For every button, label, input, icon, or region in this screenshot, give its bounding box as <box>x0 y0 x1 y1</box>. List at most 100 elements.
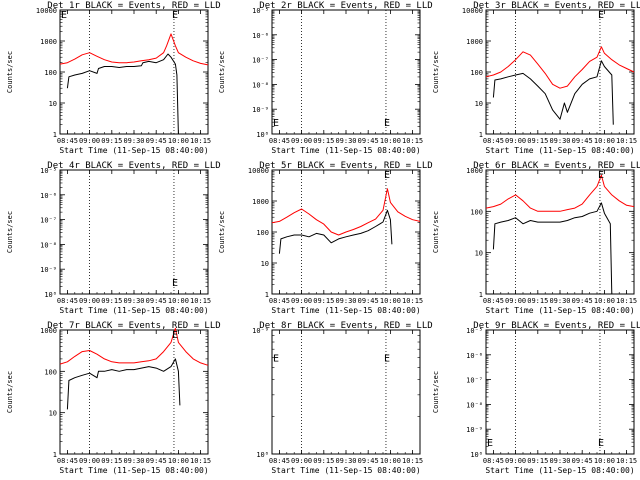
x-tick-label: 10:00 <box>380 457 401 465</box>
x-axis-label: Start Time (11-Sep-15 08:40:00) <box>59 466 208 475</box>
x-tick-label: 09:45 <box>146 297 167 305</box>
events-series-line <box>66 53 179 135</box>
x-axis-label: Start Time (11-Sep-15 08:40:00) <box>271 466 420 475</box>
x-tick-label: 09:45 <box>146 137 167 145</box>
y-tick-label: 10⁻⁶ <box>252 32 269 40</box>
y-tick-label: 10⁻⁵ <box>252 7 269 15</box>
y-tick-label: 10⁰ <box>44 291 57 299</box>
x-tick-label: 09:45 <box>572 457 593 465</box>
x-tick-label: 09:45 <box>358 457 379 465</box>
y-tick-label: 1000 <box>466 167 483 175</box>
y-tick-label: 10⁰ <box>256 451 269 459</box>
panel-det-5: Det 5r BLACK = Events, RED = LLD 08:45 09:… <box>218 161 433 315</box>
x-tick-label: 10:15 <box>402 297 423 305</box>
x-tick-label: 09:15 <box>313 297 334 305</box>
y-tick-label: 1 <box>53 131 57 139</box>
x-tick-label: 10:00 <box>168 137 189 145</box>
x-tick-label: 09:15 <box>101 457 122 465</box>
e-marker: E <box>598 438 604 449</box>
y-tick-label: 10⁻⁹ <box>252 327 269 335</box>
e-marker: E <box>487 438 493 449</box>
lld-series-line <box>485 174 635 212</box>
x-tick-label: 09:30 <box>549 137 570 145</box>
x-tick-label: 10:15 <box>616 137 637 145</box>
x-tick-label: 10:00 <box>380 137 401 145</box>
plot-frame <box>485 329 635 455</box>
y-tick-label: 10000 <box>462 7 483 15</box>
e-marker: E <box>384 118 390 129</box>
x-tick-label: 09:45 <box>572 137 593 145</box>
y-axis-label: Counts/sec <box>6 51 14 93</box>
x-tick-label: 09:30 <box>335 137 356 145</box>
x-tick-label: 09:30 <box>335 297 356 305</box>
x-tick-label: 09:45 <box>146 457 167 465</box>
x-tick-label: 10:15 <box>616 297 637 305</box>
y-tick-label: 1 <box>479 291 483 299</box>
x-tick-label: 08:45 <box>57 457 78 465</box>
x-tick-label: 10:15 <box>190 137 211 145</box>
y-tick-label: 1000 <box>466 38 483 46</box>
x-tick-label: 08:45 <box>57 297 78 305</box>
x-axis-label: Start Time (11-Sep-15 08:40:00) <box>59 146 208 155</box>
panel-title: Det 9r BLACK = Events, RED = LLD <box>473 321 640 331</box>
y-tick-label: 1 <box>53 451 57 459</box>
plot-frame <box>271 329 421 455</box>
x-tick-label: 08:45 <box>269 137 290 145</box>
y-tick-label: 1000 <box>252 198 269 206</box>
x-tick-label: 08:45 <box>483 137 504 145</box>
y-tick-label: 100 <box>44 69 57 77</box>
x-tick-label: 10:15 <box>402 457 423 465</box>
y-tick-label: 10 <box>49 410 57 418</box>
x-tick-label: 09:00 <box>505 457 526 465</box>
x-tick-label: 09:00 <box>79 457 100 465</box>
x-tick-label: 10:00 <box>594 457 615 465</box>
y-tick-label: 10⁻⁹ <box>466 426 483 434</box>
x-tick-label: 09:45 <box>572 297 593 305</box>
y-tick-label: 10⁻⁶ <box>40 192 57 200</box>
x-tick-label: 09:00 <box>291 137 312 145</box>
x-tick-label: 09:15 <box>527 137 548 145</box>
e-marker: E <box>384 170 390 181</box>
events-series-line <box>492 202 613 295</box>
x-tick-label: 08:45 <box>269 297 290 305</box>
lld-series-line <box>271 188 421 236</box>
e-marker: E <box>598 170 604 181</box>
y-tick-label: 10⁰ <box>470 451 483 459</box>
e-marker: E <box>598 10 604 21</box>
panel-title: Det 5r BLACK = Events, RED = LLD <box>259 161 432 171</box>
y-tick-label: 10 <box>261 260 269 268</box>
lld-series-line <box>59 33 209 66</box>
y-tick-label: 10⁻⁸ <box>466 401 483 409</box>
y-tick-label: 10000 <box>36 7 57 15</box>
x-tick-label: 08:45 <box>57 137 78 145</box>
events-series-line <box>492 60 614 125</box>
y-axis-label: Counts/sec <box>6 371 14 413</box>
x-tick-label: 09:15 <box>527 457 548 465</box>
x-tick-label: 08:45 <box>483 457 504 465</box>
x-tick-label: 10:00 <box>168 297 189 305</box>
y-tick-label: 10⁻⁷ <box>252 57 269 65</box>
x-tick-label: 09:15 <box>101 297 122 305</box>
x-tick-label: 10:15 <box>190 457 211 465</box>
y-tick-label: 10⁰ <box>256 131 269 139</box>
panel-title: Det 7r BLACK = Events, RED = LLD <box>47 321 220 331</box>
lld-series-line <box>485 46 635 89</box>
x-tick-label: 10:00 <box>168 457 189 465</box>
y-tick-label: 1000 <box>40 38 57 46</box>
x-tick-label: 10:00 <box>380 297 401 305</box>
y-tick-label: 10 <box>475 250 483 258</box>
x-tick-label: 09:00 <box>505 137 526 145</box>
y-axis-label: Counts/sec <box>6 211 14 253</box>
x-tick-label: 09:30 <box>123 137 144 145</box>
y-tick-label: 10⁻⁷ <box>40 217 57 225</box>
plot-frame <box>485 9 635 135</box>
x-tick-label: 08:45 <box>269 457 290 465</box>
